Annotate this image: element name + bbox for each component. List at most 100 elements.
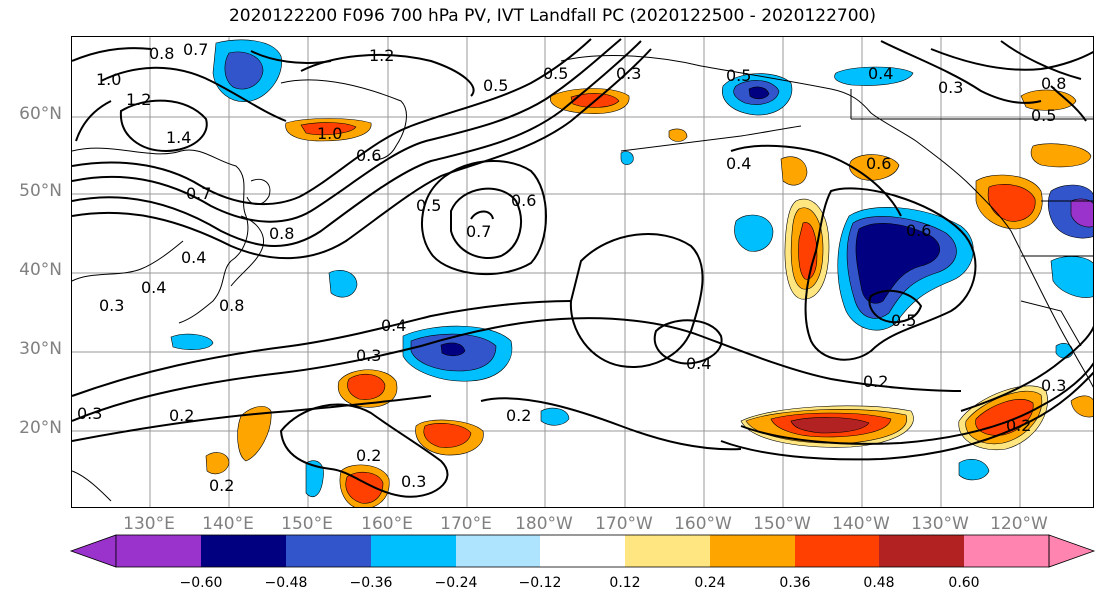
contour-label: 0.6: [356, 146, 381, 165]
positive-anomaly-region: [1070, 395, 1093, 418]
lat-label-20n: 20°N: [19, 418, 62, 438]
positive-anomaly-region: [1030, 143, 1092, 168]
negative-anomaly-region: [958, 458, 990, 481]
colorbar-tick-label: 0.48: [863, 575, 895, 591]
contour-label: 0.4: [868, 64, 893, 83]
contour-label: 0.5: [1031, 106, 1056, 125]
lon-label-150w: 150°W: [753, 514, 811, 534]
contour-label: 0.2: [356, 446, 381, 465]
colorbar-segment: [795, 535, 879, 567]
contour-label: 0.7: [183, 40, 208, 59]
lon-label-160w: 160°W: [674, 514, 732, 534]
contour-label: 0.3: [616, 64, 641, 83]
contour-label: 0.6: [511, 191, 536, 210]
contour-label: 0.4: [141, 278, 166, 297]
positive-anomaly-region: [300, 122, 357, 136]
negative-anomaly-region: [834, 66, 914, 86]
colorbar-segment: [879, 535, 964, 567]
positive-anomaly-region: [205, 452, 230, 475]
coastlines: [72, 55, 1093, 502]
contour-label: 0.6: [866, 154, 891, 173]
lon-label-140w: 140°W: [832, 514, 890, 534]
contour-label: 1.0: [96, 70, 121, 89]
colorbar-extend-high: [1048, 534, 1096, 568]
colorbar-tick-label: −0.24: [434, 575, 478, 591]
lat-label-60n: 60°N: [19, 104, 62, 124]
map-canvas: 0.8 0.7 1.2 1.0 1.2 1.4 1.0 0.5 0.5 0.3 …: [72, 37, 1093, 507]
colorbar: [69, 534, 1096, 568]
colorbar-segment: [710, 535, 795, 567]
contour-label: 0.5: [543, 64, 568, 83]
contour-label: 1.2: [369, 46, 394, 65]
colorbar-segment: [540, 535, 625, 567]
lon-label-180w: 180°W: [515, 514, 573, 534]
colorbar-tick-label: −0.60: [179, 575, 223, 591]
contour-label: 0.8: [1041, 74, 1066, 93]
contour-label: 0.3: [1041, 376, 1066, 395]
lon-label-170e: 170°E: [440, 514, 492, 534]
positive-anomaly-region: [780, 156, 808, 186]
contour-labels: 0.8 0.7 1.2 1.0 1.2 1.4 1.0 0.5 0.5 0.3 …: [77, 40, 1066, 495]
colorbar-segment: [456, 535, 540, 567]
colorbar-tick-label: −0.12: [518, 575, 562, 591]
negative-anomaly-region: [855, 223, 940, 304]
colorbar-tick-label: 0.24: [694, 575, 726, 591]
lat-label-40n: 40°N: [19, 260, 62, 280]
pv-contours: [72, 38, 1093, 498]
colorbar-extend-low: [69, 534, 117, 568]
positive-anomaly-region: [345, 471, 384, 504]
contour-label: 0.4: [181, 248, 206, 267]
contour-label: 0.7: [466, 222, 491, 241]
colorbar-tick-label: 0.12: [609, 575, 641, 591]
contour-label: 0.2: [209, 476, 234, 495]
map-panel: 0.8 0.7 1.2 1.0 1.2 1.4 1.0 0.5 0.5 0.3 …: [71, 36, 1094, 508]
negative-anomaly-region: [1050, 256, 1093, 298]
negative-anomaly-region: [1055, 343, 1074, 359]
negative-anomaly-region: [734, 214, 774, 252]
lon-label-150e: 150°E: [281, 514, 333, 534]
positive-anomaly-region: [987, 184, 1036, 222]
negative-anomaly-region: [440, 342, 466, 357]
contour-label: 0.7: [186, 184, 211, 203]
anomaly-shading: [170, 39, 1093, 507]
colorbar-segment: [201, 535, 286, 567]
lon-label-130e: 130°E: [123, 514, 175, 534]
contour-label: 1.4: [166, 128, 191, 147]
negative-anomaly-region: [224, 51, 264, 90]
contour-label: 0.8: [149, 44, 174, 63]
contour-label: 0.6: [906, 221, 931, 240]
contour-label: 0.4: [726, 154, 751, 173]
colorbar-segment: [964, 535, 1049, 567]
negative-anomaly-region: [305, 460, 324, 497]
colorbar-segment: [116, 535, 201, 567]
lon-label-160e: 160°E: [361, 514, 413, 534]
colorbar-tick-label: 0.36: [779, 575, 811, 591]
colorbar-segment: [625, 535, 710, 567]
contour-label: 0.4: [686, 354, 711, 373]
contour-label: 0.2: [863, 372, 888, 391]
contour-label: 0.2: [169, 406, 194, 425]
negative-anomaly-region: [748, 86, 770, 100]
negative-anomaly-region: [620, 151, 634, 165]
colorbar-tick-label: 0.60: [948, 575, 980, 591]
contour-label: 0.2: [1006, 416, 1031, 435]
colorbar-tick-label: −0.48: [264, 575, 308, 591]
lat-label-30n: 30°N: [19, 339, 62, 359]
colorbar-tick-label: −0.36: [349, 575, 393, 591]
colorbar-segment: [371, 535, 456, 567]
contour-label: 0.3: [938, 78, 963, 97]
positive-anomaly-region: [668, 128, 688, 142]
contour-label: 0.4: [381, 316, 406, 335]
positive-anomaly-region: [237, 406, 272, 462]
contour-label: 0.5: [891, 311, 916, 330]
lon-label-120w: 120°W: [990, 514, 1048, 534]
contour-label: 1.2: [126, 90, 151, 109]
lon-label-140e: 140°E: [202, 514, 254, 534]
contour-label: 0.2: [506, 406, 531, 425]
contour-label: 1.0: [317, 124, 342, 143]
contour-label: 0.5: [483, 76, 508, 95]
negative-anomaly-region: [170, 333, 214, 350]
positive-anomaly-region: [347, 373, 386, 400]
map-title: 2020122200 F096 700 hPa PV, IVT Landfall…: [228, 6, 876, 26]
contour-label: 0.8: [269, 224, 294, 243]
